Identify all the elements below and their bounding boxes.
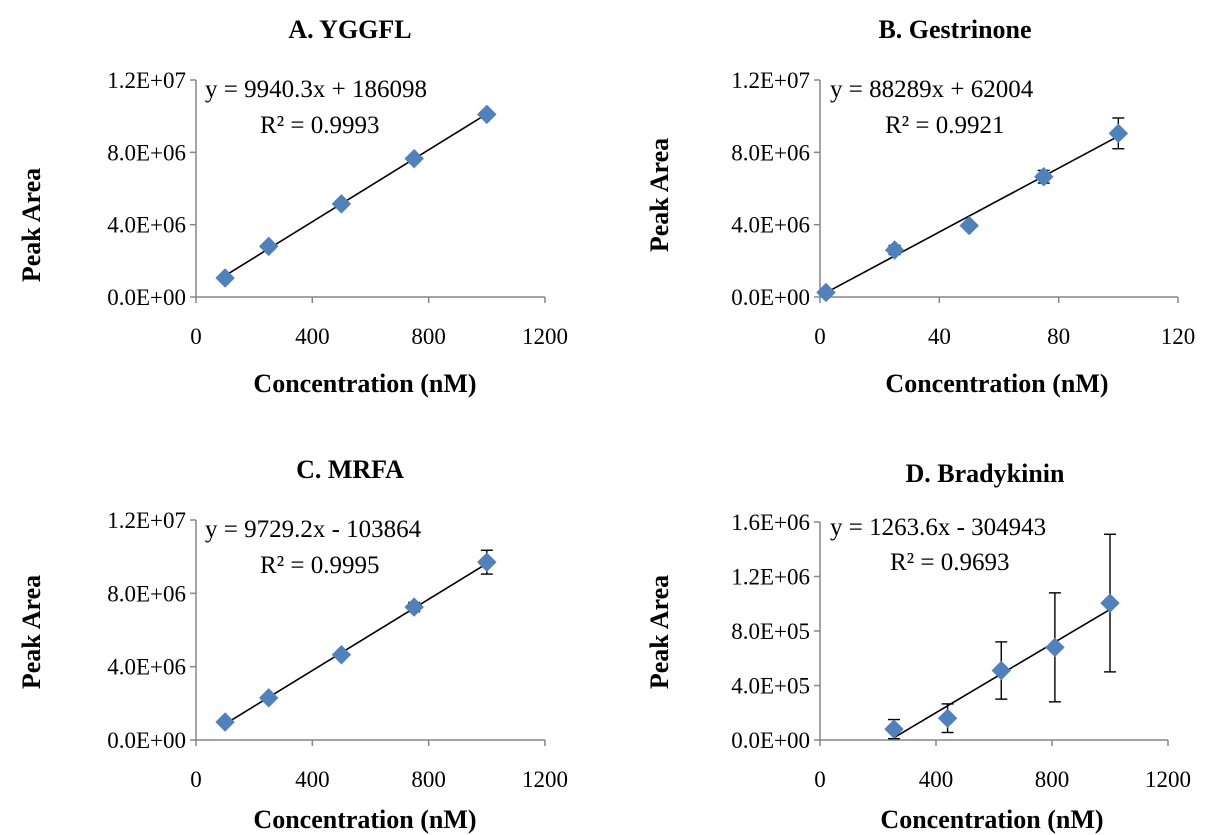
data-point <box>404 597 424 617</box>
y-tick-label: 1.2E+06 <box>731 565 810 590</box>
y-tick-label: 0.0E+00 <box>731 728 810 753</box>
chart-title: B. Gestrinone <box>878 15 1031 44</box>
x-tick-label: 0 <box>190 324 202 349</box>
data-point <box>816 282 836 303</box>
chart-title: D. Bradykinin <box>906 459 1065 488</box>
x-tick-label: 800 <box>411 767 446 792</box>
x-tick-label: 1200 <box>522 324 568 349</box>
data-point <box>259 236 279 257</box>
trendline-equation: y = 9940.3x + 186098 <box>205 76 427 103</box>
x-axis-title: Concentration (nM) <box>253 369 476 398</box>
y-tick-label: 1.6E+06 <box>731 510 810 535</box>
data-point <box>937 708 958 728</box>
panel-a: A. YGGFL Concentration (nM) Peak Area y … <box>17 15 568 398</box>
data-point <box>1045 637 1065 658</box>
x-tick-label: 40 <box>928 324 951 349</box>
y-tick-label: 8.0E+06 <box>107 140 186 165</box>
trendline-equation: y = 1263.6x - 304943 <box>830 514 1046 541</box>
x-tick-label: 1200 <box>522 767 568 792</box>
r-squared-label: R² = 0.9693 <box>890 549 1010 576</box>
data-point <box>477 104 497 125</box>
y-tick-label: 4.0E+06 <box>107 655 186 680</box>
y-tick-label: 4.0E+06 <box>107 213 186 238</box>
panel-b: B. Gestrinone Concentration (nM) Peak Ar… <box>645 15 1195 398</box>
x-axis-title: Concentration (nM) <box>885 369 1108 398</box>
x-tick-label: 800 <box>411 324 446 349</box>
y-tick-label: 0.0E+00 <box>731 285 810 310</box>
y-axis-title: Peak Area <box>17 575 46 689</box>
trendline-equation: y = 9729.2x - 103864 <box>205 516 422 543</box>
x-tick-label: 80 <box>1047 324 1070 349</box>
data-point <box>884 719 904 739</box>
y-tick-label: 4.0E+05 <box>731 674 810 699</box>
data-point <box>331 194 352 214</box>
data-point <box>477 552 497 572</box>
y-tick-label: 1.2E+07 <box>107 68 186 93</box>
data-point <box>1108 123 1129 144</box>
x-axis-title: Concentration (nM) <box>880 805 1103 834</box>
y-axis-title: Peak Area <box>17 168 46 282</box>
x-tick-label: 0 <box>814 324 826 349</box>
y-tick-label: 8.0E+06 <box>107 581 186 606</box>
x-tick-label: 0 <box>190 767 202 792</box>
x-tick-label: 800 <box>1035 767 1070 792</box>
y-axis-title: Peak Area <box>645 138 674 252</box>
trendline-equation: y = 88289x + 62004 <box>830 76 1034 103</box>
data-point <box>884 240 905 260</box>
data-point <box>331 645 352 665</box>
y-tick-label: 0.0E+00 <box>107 285 186 310</box>
r-squared-label: R² = 0.9993 <box>260 112 380 139</box>
data-point <box>1034 167 1054 187</box>
chart-title: C. MRFA <box>296 455 404 484</box>
y-tick-label: 8.0E+05 <box>731 619 810 644</box>
data-point <box>215 712 235 732</box>
data-point <box>1100 593 1120 613</box>
x-tick-label: 400 <box>295 767 330 792</box>
trendline <box>825 135 1119 294</box>
data-point <box>404 148 424 169</box>
y-axis-title: Peak Area <box>645 575 674 689</box>
panel-d: D. Bradykinin Concentration (nM) Peak Ar… <box>645 459 1191 834</box>
x-axis-title: Concentration (nM) <box>253 805 476 834</box>
panel-c: C. MRFA Concentration (nM) Peak Area y =… <box>17 455 568 834</box>
x-tick-label: 400 <box>295 324 330 349</box>
r-squared-label: R² = 0.9995 <box>260 552 380 579</box>
x-tick-label: 400 <box>919 767 954 792</box>
data-point <box>959 215 979 236</box>
r-squared-label: R² = 0.9921 <box>885 112 1005 139</box>
y-tick-label: 0.0E+00 <box>107 728 186 753</box>
data-point <box>259 688 279 708</box>
y-tick-label: 8.0E+06 <box>731 140 810 165</box>
x-tick-label: 1200 <box>1145 767 1191 792</box>
chart-title: A. YGGFL <box>288 15 411 44</box>
y-tick-label: 4.0E+06 <box>731 213 810 238</box>
x-tick-label: 0 <box>814 767 826 792</box>
y-tick-label: 1.2E+07 <box>107 508 186 533</box>
y-tick-label: 1.2E+07 <box>731 68 810 93</box>
x-tick-label: 120 <box>1161 324 1196 349</box>
data-point <box>215 268 235 288</box>
data-point <box>991 660 1011 681</box>
